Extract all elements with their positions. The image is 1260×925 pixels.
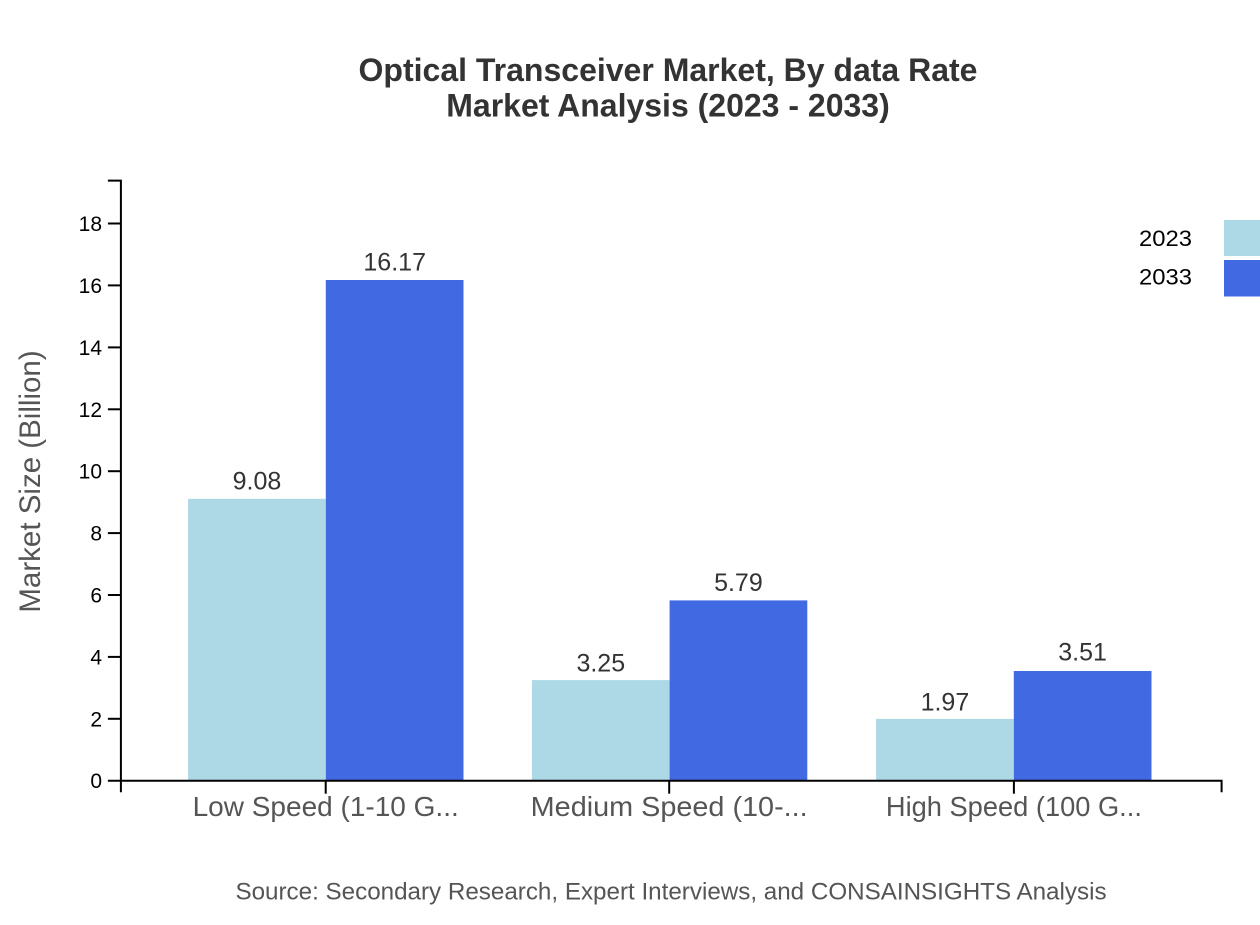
svg-text:2: 2	[90, 708, 102, 731]
svg-text:Market Size (Billion): Market Size (Billion)	[14, 350, 47, 612]
svg-text:10: 10	[79, 461, 102, 484]
svg-text:3.51: 3.51	[1058, 639, 1107, 667]
svg-text:2023: 2023	[1139, 226, 1192, 251]
svg-text:3.25: 3.25	[576, 650, 625, 678]
svg-text:12: 12	[79, 399, 102, 422]
svg-text:18: 18	[79, 213, 102, 236]
svg-text:6: 6	[90, 585, 102, 608]
svg-text:Optical Transceiver Market, By: Optical Transceiver Market, By data Rate	[359, 52, 978, 88]
svg-text:Source: Secondary Research, Ex: Source: Secondary Research, Expert Inter…	[235, 879, 1106, 906]
svg-text:0: 0	[90, 770, 102, 793]
svg-text:5.79: 5.79	[714, 569, 763, 597]
svg-text:8: 8	[90, 523, 102, 546]
svg-text:16.17: 16.17	[363, 249, 426, 277]
svg-text:14: 14	[79, 337, 103, 360]
svg-text:4: 4	[90, 646, 102, 669]
svg-text:1.97: 1.97	[921, 688, 970, 716]
svg-text:2033: 2033	[1139, 265, 1192, 290]
svg-text:9.08: 9.08	[233, 468, 282, 496]
svg-text:Low Speed (1-10 G...: Low Speed (1-10 G...	[193, 791, 459, 822]
svg-text:High Speed (100 G...: High Speed (100 G...	[886, 791, 1142, 822]
svg-text:16: 16	[79, 275, 102, 298]
svg-text:Medium Speed (10-...: Medium Speed (10-...	[531, 791, 808, 822]
svg-text:Market Analysis (2023 - 2033): Market Analysis (2023 - 2033)	[446, 88, 890, 124]
